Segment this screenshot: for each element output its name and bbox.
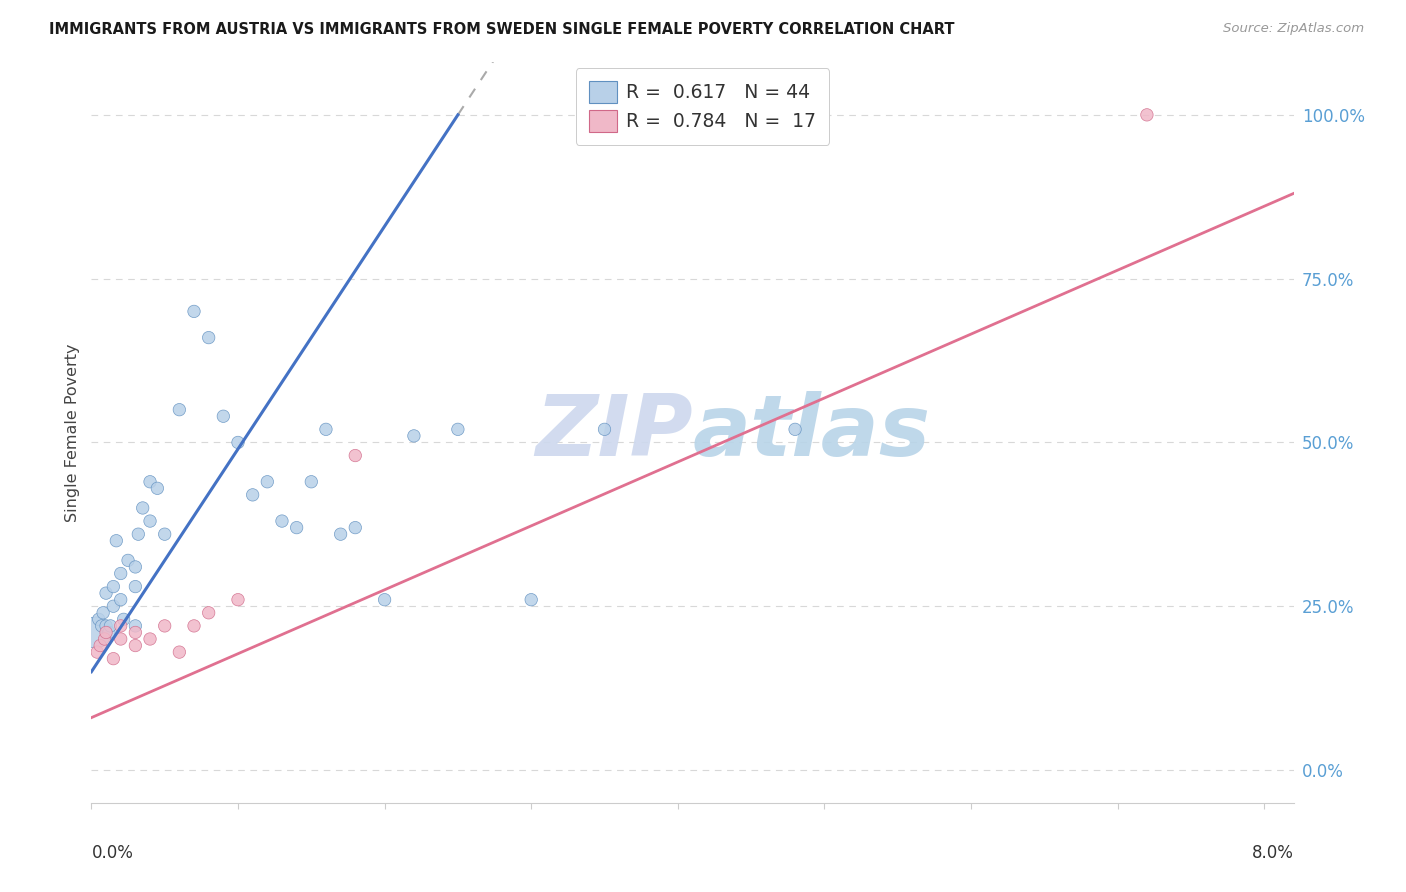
Point: [256, 475, 278, 489]
Point: [139, 475, 162, 489]
Point: [84, 625, 107, 640]
Point: [124, 625, 146, 640]
Point: [117, 553, 139, 567]
Point: [315, 422, 337, 436]
Point: [110, 566, 132, 581]
Point: [94, 625, 117, 640]
Point: [153, 619, 176, 633]
Point: [285, 521, 308, 535]
Point: [94, 619, 117, 633]
Point: [146, 481, 169, 495]
Point: [124, 560, 146, 574]
Point: [86, 645, 108, 659]
Text: 8.0%: 8.0%: [1251, 844, 1294, 862]
Point: [110, 592, 132, 607]
Point: [402, 429, 425, 443]
Point: [90, 619, 112, 633]
Point: [344, 449, 367, 463]
Point: [124, 580, 146, 594]
Text: ZIP: ZIP: [534, 391, 692, 475]
Point: [139, 632, 162, 646]
Text: 0.0%: 0.0%: [91, 844, 134, 862]
Point: [100, 619, 122, 633]
Point: [783, 422, 806, 436]
Point: [242, 488, 264, 502]
Point: [299, 475, 322, 489]
Point: [169, 402, 191, 417]
Legend: R =  0.617   N = 44, R =  0.784   N =  17: R = 0.617 N = 44, R = 0.784 N = 17: [575, 68, 830, 145]
Point: [197, 330, 219, 344]
Text: atlas: atlas: [692, 391, 931, 475]
Point: [197, 606, 219, 620]
Point: [329, 527, 352, 541]
Point: [89, 639, 111, 653]
Text: IMMIGRANTS FROM AUSTRIA VS IMMIGRANTS FROM SWEDEN SINGLE FEMALE POVERTY CORRELAT: IMMIGRANTS FROM AUSTRIA VS IMMIGRANTS FR…: [49, 22, 955, 37]
Point: [783, 108, 806, 122]
Point: [127, 527, 149, 541]
Point: [87, 612, 110, 626]
Point: [1136, 108, 1159, 122]
Point: [183, 304, 205, 318]
Point: [124, 619, 146, 633]
Point: [93, 632, 115, 646]
Point: [139, 514, 162, 528]
Point: [520, 592, 543, 607]
Point: [447, 422, 470, 436]
Point: [103, 599, 125, 614]
Point: [105, 533, 128, 548]
Text: Source: ZipAtlas.com: Source: ZipAtlas.com: [1223, 22, 1364, 36]
Y-axis label: Single Female Poverty: Single Female Poverty: [65, 343, 80, 522]
Point: [169, 645, 191, 659]
Point: [131, 500, 153, 515]
Point: [212, 409, 235, 424]
Point: [110, 619, 132, 633]
Point: [124, 639, 146, 653]
Point: [91, 606, 114, 620]
Point: [226, 435, 249, 450]
Point: [593, 422, 616, 436]
Point: [183, 619, 205, 633]
Point: [112, 612, 135, 626]
Point: [103, 580, 125, 594]
Point: [374, 592, 396, 607]
Point: [94, 586, 117, 600]
Point: [344, 521, 367, 535]
Point: [153, 527, 176, 541]
Point: [226, 592, 249, 607]
Point: [98, 625, 121, 640]
Point: [271, 514, 294, 528]
Point: [110, 632, 132, 646]
Point: [103, 651, 125, 665]
